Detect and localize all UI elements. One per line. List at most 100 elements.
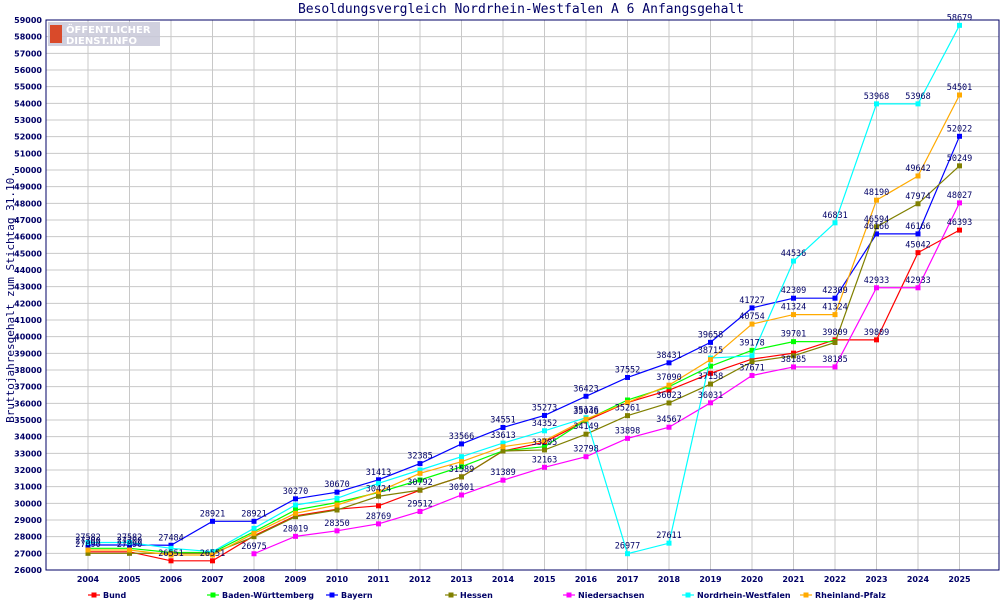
data-label: 28921	[241, 509, 267, 519]
data-point	[915, 201, 921, 207]
y-tick-label: 58000	[14, 33, 42, 42]
x-tick-label: 2009	[284, 575, 307, 584]
legend-label: Hessen	[460, 591, 493, 600]
data-label: 47974	[905, 192, 931, 202]
data-label: 35273	[532, 403, 558, 413]
data-point	[874, 231, 879, 237]
data-point	[666, 540, 672, 546]
data-label: 36023	[656, 391, 682, 401]
data-label: 35136	[573, 406, 599, 416]
series-niedersachsen	[251, 200, 962, 557]
data-label: 27484	[158, 533, 184, 543]
data-point	[791, 350, 796, 356]
data-label: 30501	[449, 483, 475, 493]
y-tick-label: 39000	[14, 349, 42, 358]
data-point	[708, 339, 713, 345]
y-tick-label: 47000	[14, 216, 42, 225]
data-point	[832, 364, 838, 370]
data-point	[874, 285, 879, 291]
series-line	[88, 229, 960, 562]
data-label: 36031	[698, 391, 724, 401]
data-point	[500, 440, 506, 446]
data-point	[957, 133, 962, 139]
data-point	[791, 339, 796, 345]
data-label: 46166	[905, 222, 931, 232]
legend: Bund Baden-Württemberg Bayern Hessen Nieders…	[88, 591, 886, 600]
legend-swatch-marker	[329, 592, 335, 598]
data-point	[915, 231, 921, 237]
data-point	[542, 428, 547, 434]
data-label: 42309	[781, 286, 807, 296]
data-point	[85, 547, 91, 553]
x-tick-label: 2005	[118, 575, 141, 584]
x-tick-label: 2006	[160, 575, 183, 584]
data-point	[832, 312, 838, 318]
data-point	[832, 220, 838, 226]
data-point	[749, 347, 755, 353]
data-point	[293, 533, 298, 539]
data-label: 26551	[200, 549, 226, 559]
data-label: 53968	[905, 92, 931, 102]
data-label: 50249	[947, 154, 973, 164]
data-point	[666, 382, 672, 388]
data-point	[625, 435, 630, 441]
data-point	[791, 353, 796, 359]
data-label: 46393	[947, 218, 973, 228]
y-tick-label: 51000	[14, 149, 42, 158]
data-point	[542, 447, 547, 453]
data-point	[251, 534, 257, 540]
data-point	[334, 502, 340, 508]
data-label: 42933	[905, 276, 931, 286]
data-point	[666, 387, 672, 393]
legend-label: Nordrhein-Westfalen	[697, 591, 791, 600]
data-point	[957, 22, 962, 28]
data-point	[376, 480, 381, 486]
data-point	[459, 459, 464, 465]
data-label: 32798	[573, 445, 599, 455]
data-label: 54501	[947, 83, 973, 93]
data-point	[625, 413, 630, 419]
data-point	[459, 454, 464, 460]
data-point	[874, 224, 879, 230]
logo: ÖFFENTLICHER DIENST.INFO	[48, 22, 160, 47]
series-line	[88, 165, 960, 554]
data-point	[749, 353, 755, 359]
x-tick-label: 2004	[77, 575, 100, 584]
data-label: 52022	[947, 124, 973, 134]
data-point	[417, 467, 423, 473]
data-label: 30270	[283, 487, 309, 497]
data-point	[334, 528, 340, 534]
data-point	[957, 200, 962, 206]
y-tick-label: 35000	[14, 416, 42, 425]
data-point	[251, 525, 257, 531]
data-label: 27300	[75, 536, 101, 546]
data-point	[251, 551, 257, 557]
data-label: 42933	[864, 276, 890, 286]
x-tick-label: 2010	[326, 575, 349, 584]
data-point	[625, 551, 630, 557]
data-label: 27582	[117, 533, 143, 543]
x-tick-label: 2015	[533, 575, 556, 584]
x-tick-label: 2014	[492, 575, 515, 584]
data-point	[293, 514, 298, 520]
data-point	[542, 444, 547, 450]
data-point	[915, 250, 921, 256]
data-label: 41727	[739, 296, 765, 306]
data-point	[168, 558, 174, 564]
chart-title: Besoldungsvergleich Nordrhein-Westfalen …	[298, 2, 744, 17]
data-label: 39658	[698, 330, 724, 340]
data-point	[542, 438, 547, 444]
y-tick-label: 33000	[14, 449, 42, 458]
y-tick-label: 56000	[14, 66, 42, 75]
data-point	[749, 356, 755, 362]
data-point	[583, 454, 589, 460]
data-point	[127, 540, 132, 545]
data-point	[708, 400, 713, 406]
data-point	[708, 381, 713, 387]
data-point	[832, 340, 838, 345]
y-tick-label: 38000	[14, 366, 42, 375]
y-tick-label: 30000	[14, 499, 42, 508]
legend-swatch-marker	[210, 592, 216, 598]
series-rheinland-pfalz	[85, 92, 962, 558]
x-tick-label: 2008	[243, 575, 266, 584]
